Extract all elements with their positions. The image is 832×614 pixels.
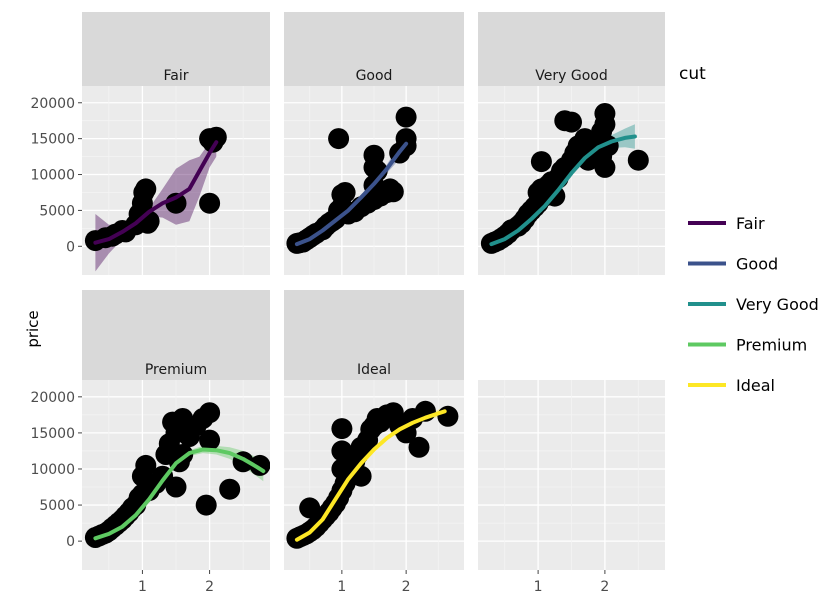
panel-fair: Fair [82,12,270,275]
data-point [334,182,356,203]
y-tick-label: 20000 [30,96,75,112]
data-point [195,494,217,516]
smooth-line [93,447,266,541]
data-point [437,405,459,427]
panel-very-good: Very Good [478,12,665,275]
strip-background [284,290,464,380]
y-tick-label: 5000 [39,498,75,514]
legend-label: Very Good [736,295,819,314]
data-point [561,111,582,133]
data-point [135,178,157,200]
x-tick-label: 2 [205,579,214,595]
data-point [172,408,194,429]
smooth-line [294,141,409,247]
data-point [408,436,430,458]
legend-label: Good [736,255,778,274]
y-tick-label: 15000 [30,132,75,148]
series-good [286,106,417,254]
y-axis: 0 5000 10000 15000 20000 [30,96,82,255]
data-point [350,465,372,487]
legend-label: Fair [736,214,765,233]
smooth-line [489,134,637,247]
legend-item-very-good: Very Good [688,295,819,314]
facet-panels: Fair Good Very Good Premium Ideal 0 5000 10000 1… [30,12,665,595]
x-tick-label: 2 [402,579,411,595]
panel-ideal: Ideal [284,290,464,570]
data-point [165,476,187,498]
data-point [199,192,221,214]
y-tick-label: 0 [66,239,75,255]
strip-label: Ideal [357,362,391,378]
data-point [219,478,241,500]
data-point [382,181,404,203]
strip-label: Very Good [535,68,607,84]
data-point [395,106,417,128]
legend-title: cut [679,64,706,84]
legend-item-good: Good [688,255,778,274]
data-point [328,128,350,150]
panel-good: Good [284,12,464,275]
data-point [395,128,417,150]
y-tick-label: 10000 [30,168,75,184]
y-tick-label: 10000 [30,462,75,478]
x-tick-label: 1 [138,579,147,595]
legend-item-ideal: Ideal [688,376,775,395]
y-tick-label: 20000 [30,390,75,406]
y-axis-title: price [24,310,42,347]
smooth-line [294,409,447,542]
data-point [594,103,616,124]
legend-label: Ideal [736,376,775,395]
data-point [299,497,321,519]
data-point [199,402,221,424]
data-point [627,149,649,171]
strip-background [82,290,270,380]
data-point [205,126,227,148]
series-fair [84,126,227,272]
strip-label: Good [356,68,393,84]
legend-item-premium: Premium [688,336,807,355]
strip-background [478,12,665,86]
series-very-good [480,103,649,254]
data-point [331,418,353,440]
x-tick-label: 1 [337,579,346,595]
strip-label: Premium [145,362,207,378]
smooth-line [93,140,219,245]
series-ideal [286,400,459,549]
data-point [135,454,157,476]
y-tick-label: 15000 [30,426,75,442]
strip-background [82,12,270,86]
y-axis: 0 5000 10000 15000 20000 [30,390,82,550]
legend: Fair Good Very Good Premium Ideal [688,214,819,395]
legend-item-fair: Fair [688,214,765,233]
series-premium [84,402,270,548]
strip-label: Fair [164,68,189,84]
data-point [199,429,221,451]
panel-premium: Premium [82,290,270,570]
strip-background [284,12,464,86]
y-tick-label: 0 [66,534,75,550]
panel-empty [478,380,665,570]
x-tick-label: 2 [600,579,609,595]
y-tick-label: 5000 [39,203,75,219]
legend-label: Premium [736,336,807,355]
data-point [363,156,385,178]
data-point [594,156,616,178]
x-tick-label: 1 [534,579,543,595]
data-point [530,151,552,173]
